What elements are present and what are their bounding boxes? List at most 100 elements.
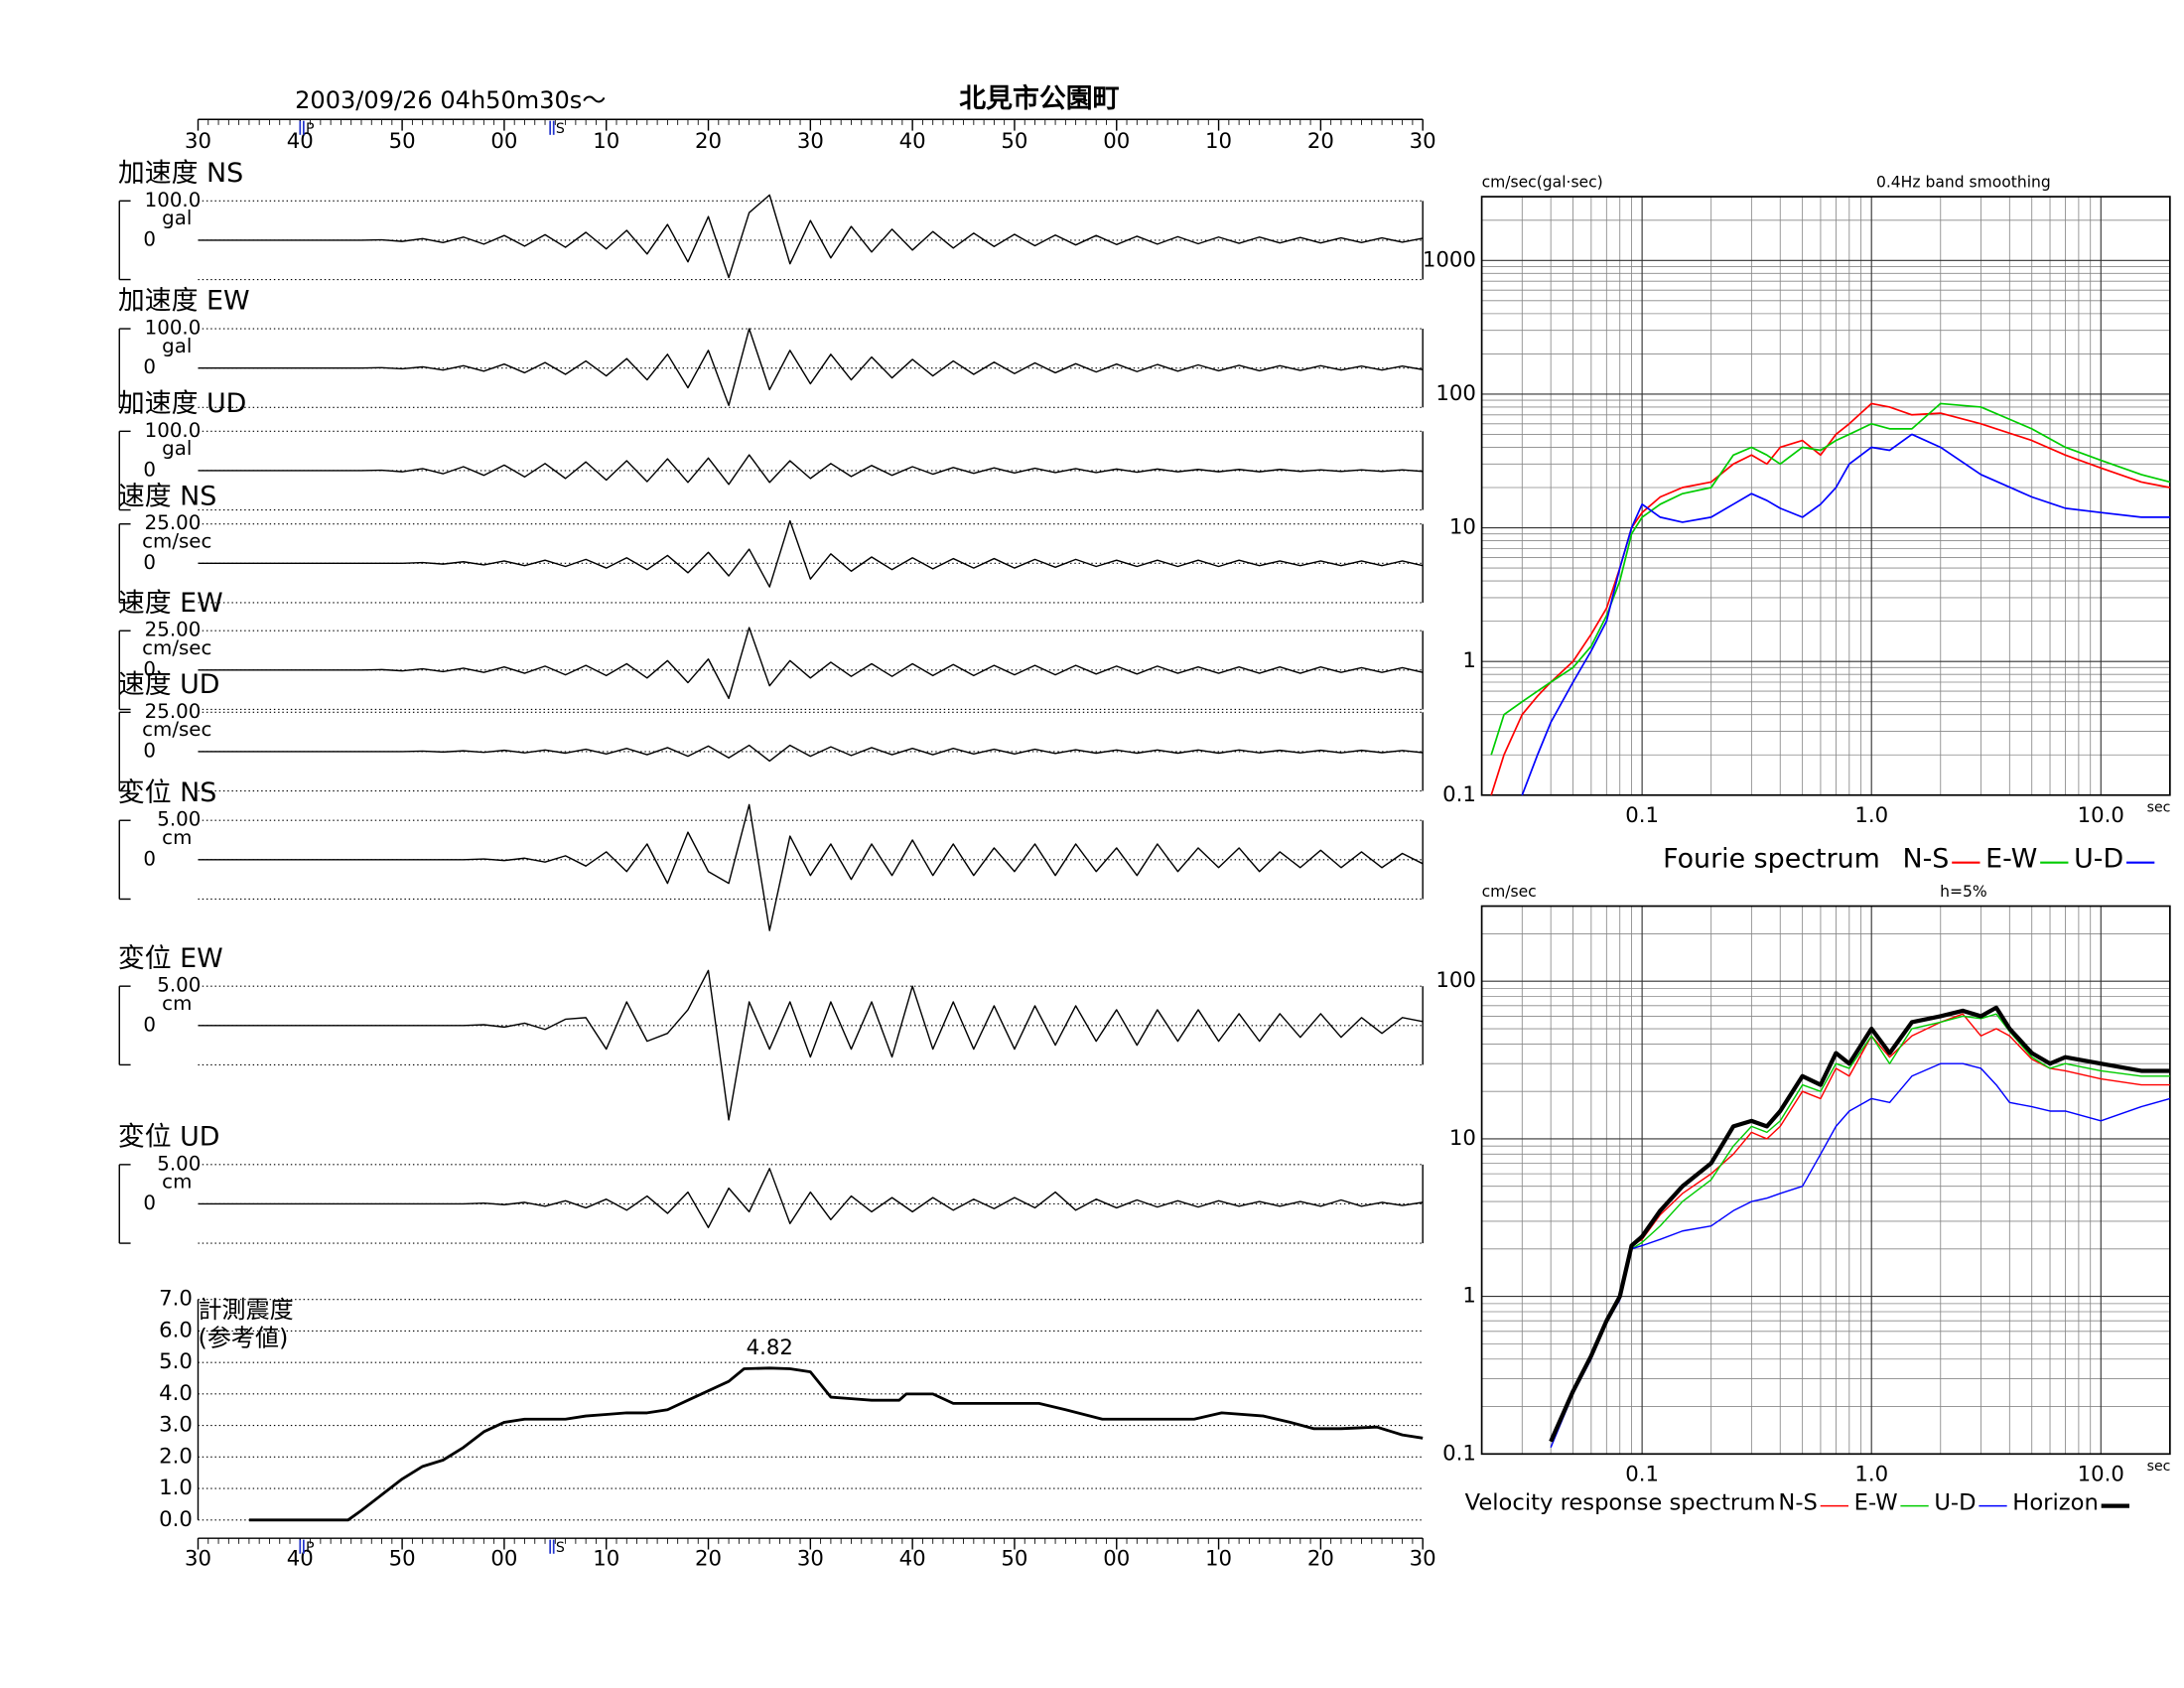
y-tick-label: 0.0: [159, 1507, 193, 1532]
legend-label: N-S: [1778, 1489, 1817, 1515]
y-tick-label: 1.0: [159, 1476, 193, 1500]
legend-label: Horizon: [2012, 1489, 2099, 1515]
y-tick-label: 0: [143, 1192, 156, 1214]
x-tick-label: 30: [797, 129, 824, 154]
y-tick-label: 2.0: [159, 1444, 193, 1469]
y-axis-label: cm/sec(gal·sec): [1482, 173, 1603, 191]
x-tick-label: 30: [797, 1546, 824, 1571]
x-tick-label: 10.0: [2078, 803, 2124, 828]
panel-label: 変位 NS: [118, 777, 216, 808]
y-tick-label: 100.0: [145, 419, 202, 442]
panel-label: 加速度 NS: [118, 158, 243, 189]
spectrum-line: [1521, 433, 2170, 796]
annotation: 0.4Hz band smoothing: [1876, 173, 2051, 191]
unit-label: cm/sec: [142, 718, 211, 741]
waveform-trace: [198, 803, 1424, 931]
x-tick-label: 10: [1205, 1546, 1232, 1571]
phase-label: S: [556, 121, 565, 137]
y-axis-label: cm/sec: [1482, 883, 1537, 901]
x-tick-label: 00: [1103, 1546, 1130, 1571]
y-tick-label: 5.00: [157, 808, 201, 831]
y-tick-label: 10: [1449, 1126, 1476, 1151]
panel-label: 変位 EW: [118, 943, 223, 974]
chart-subtitle: (参考値): [198, 1324, 288, 1351]
waveform-trace: [198, 328, 1424, 407]
x-tick-label: 30: [185, 1546, 211, 1571]
legend-label: N-S: [1902, 843, 1949, 874]
y-tick-label: 5.00: [157, 974, 201, 997]
station-title: 北見市公園町: [959, 82, 1119, 114]
x-tick-label: 50: [1001, 1546, 1027, 1571]
x-tick-label: 00: [490, 129, 517, 154]
plot-frame: [1480, 196, 2171, 796]
y-tick-label: 0: [143, 551, 156, 574]
x-tick-label: 30: [185, 129, 211, 154]
x-tick-label: 20: [695, 129, 722, 154]
x-axis-unit: sec: [2147, 1459, 2171, 1475]
spectrum-line: [1550, 1062, 2171, 1449]
x-axis-unit: sec: [2147, 799, 2171, 815]
y-tick-label: 0: [143, 739, 156, 762]
unit-label: gal: [162, 335, 192, 357]
unit-label: gal: [162, 437, 192, 460]
y-tick-label: 1000: [1423, 247, 1476, 272]
waveform-trace: [198, 1168, 1424, 1228]
x-tick-label: 20: [1307, 129, 1334, 154]
annotation: h=5%: [1940, 883, 1987, 901]
x-tick-label: 0.1: [1625, 1463, 1659, 1487]
legend-label: E-W: [1854, 1489, 1898, 1515]
y-tick-label: 0: [143, 458, 156, 481]
y-tick-label: 7.0: [159, 1287, 193, 1312]
y-tick-label: 0.1: [1442, 782, 1476, 807]
y-tick-label: 5.00: [157, 1152, 201, 1175]
waveform-trace: [198, 744, 1424, 763]
x-tick-label: 50: [389, 129, 416, 154]
phase-label: S: [556, 1540, 565, 1556]
chart-title: 計測震度: [198, 1296, 293, 1324]
phase-label: P: [306, 1540, 315, 1556]
x-tick-label: 10: [593, 129, 619, 154]
y-tick-label: 6.0: [159, 1318, 193, 1342]
waveform-trace: [198, 519, 1424, 588]
x-tick-label: 50: [389, 1546, 416, 1571]
unit-label: gal: [162, 207, 192, 229]
x-tick-label: 30: [1410, 1546, 1436, 1571]
unit-label: cm/sec: [142, 636, 211, 659]
panel-label: 速度 NS: [118, 481, 216, 511]
x-tick-label: 20: [1307, 1546, 1334, 1571]
x-tick-label: 40: [899, 1546, 926, 1571]
x-tick-label: 50: [1001, 129, 1027, 154]
panel-label: 変位 UD: [118, 1121, 220, 1152]
y-tick-label: 0: [143, 847, 156, 870]
x-tick-label: 10.0: [2078, 1463, 2124, 1487]
x-tick-label: 20: [695, 1546, 722, 1571]
panel-label: 速度 UD: [118, 669, 220, 700]
start-time: 2003/09/26 04h50m30s〜: [295, 86, 606, 114]
legend-title: Velocity response spectrum: [1465, 1489, 1776, 1515]
x-tick-label: 1.0: [1854, 803, 1888, 828]
unit-label: cm/sec: [142, 530, 211, 553]
waveform-trace: [198, 627, 1424, 700]
x-tick-label: 1.0: [1854, 1463, 1888, 1487]
phase-label: P: [306, 121, 315, 137]
y-tick-label: 0: [143, 227, 156, 250]
y-tick-label: 25.00: [145, 619, 202, 641]
x-tick-label: 10: [1205, 129, 1232, 154]
y-tick-label: 5.0: [159, 1349, 193, 1374]
unit-label: cm: [162, 992, 192, 1015]
x-tick-label: 30: [1410, 129, 1436, 154]
unit-label: cm: [162, 826, 192, 849]
legend-label: E-W: [1985, 843, 2037, 874]
y-tick-label: 10: [1449, 515, 1476, 540]
y-tick-label: 100: [1435, 968, 1476, 993]
y-tick-label: 100: [1435, 381, 1476, 406]
y-tick-label: 0: [143, 657, 156, 680]
waveform-trace: [198, 454, 1424, 486]
spectrum-line: [1490, 402, 2171, 796]
panel-label: 速度 EW: [118, 588, 223, 619]
x-tick-label: 40: [899, 129, 926, 154]
y-tick-label: 0.1: [1442, 1441, 1476, 1466]
x-tick-label: 00: [1103, 129, 1130, 154]
